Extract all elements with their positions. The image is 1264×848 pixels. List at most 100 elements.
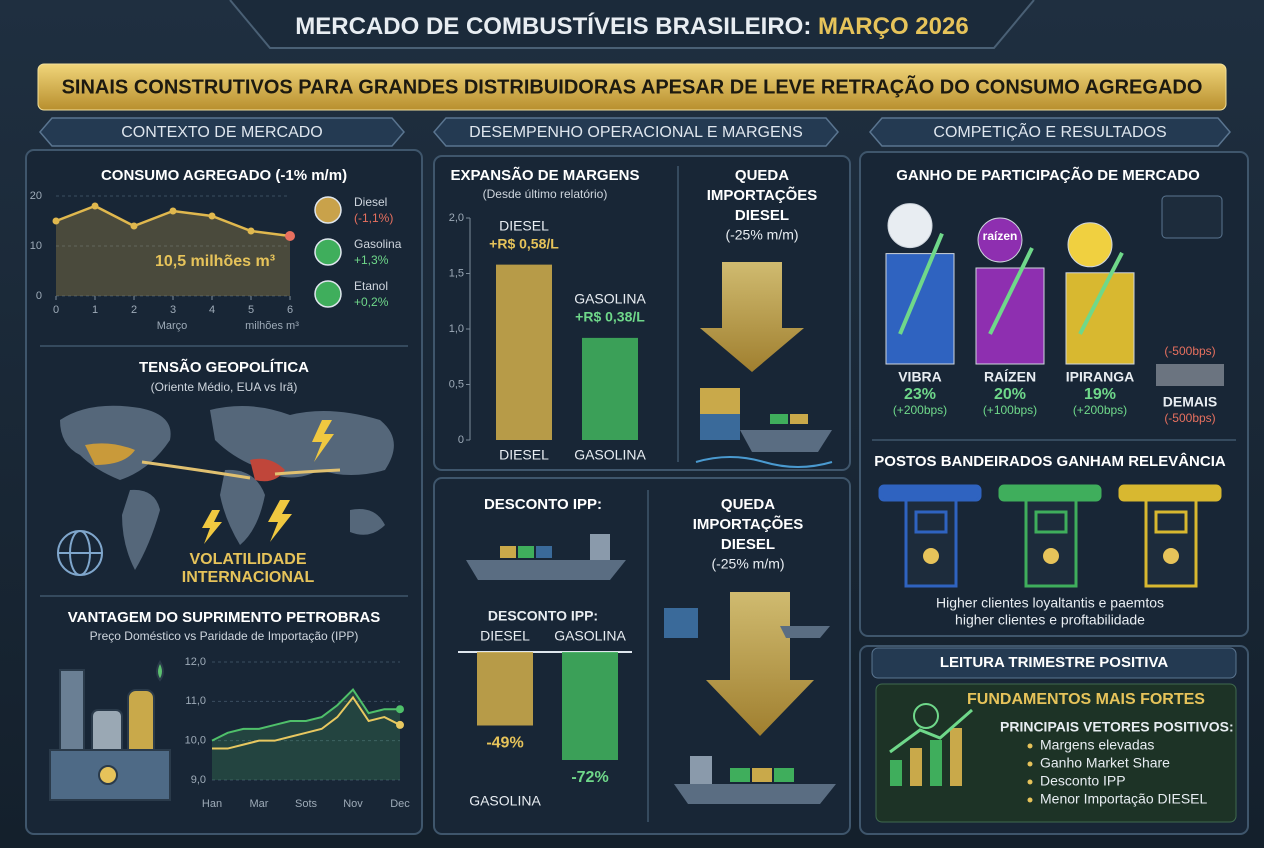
x-tick-label: Mar (250, 798, 269, 810)
x-tick-label: 5 (248, 304, 254, 316)
chart-title: CONSUMO AGREGADO (-1% m/m) (101, 167, 347, 184)
point (208, 212, 216, 220)
bullet (1027, 761, 1033, 767)
point (91, 202, 99, 210)
legend-change: +0,2% (354, 295, 389, 309)
category-label: DIESEL (480, 628, 530, 644)
import-subtitle: (-25% m/m) (711, 556, 784, 572)
end-point (396, 720, 404, 729)
y-tick-label: 0 (458, 434, 464, 446)
annotation-name: GASOLINA (574, 291, 646, 307)
annotation-value: +R$ 0,38/L (575, 309, 645, 325)
list-item: Desconto IPP (1040, 773, 1126, 789)
pump-icons (878, 484, 1222, 588)
value-label: 19% (1084, 386, 1116, 403)
import-title: IMPORTAÇÕES (693, 515, 804, 533)
refinery-icon (49, 660, 171, 801)
brand-name: VIBRA (898, 369, 942, 385)
section-subtitle: (Oriente Médio, EUA vs Irã) (151, 380, 298, 394)
brand-logo (977, 217, 1023, 263)
bar (496, 264, 552, 440)
import-title: IMPORTAÇÕES (707, 186, 818, 204)
column-header: DESEMPENHO OPERACIONAL E MARGENS (469, 124, 803, 141)
legend-icon (314, 196, 342, 224)
legend-icon (314, 238, 342, 266)
change-note: (-500bps) (1164, 344, 1215, 358)
y-tick-label: 10,0 (185, 735, 206, 747)
title-main: MERCADO DE COMBUSTÍVEIS BRASILEIRO: (295, 12, 811, 40)
x-tick-label: DIESEL (499, 447, 549, 463)
section-title: POSTOS BANDEIRADOS GANHAM RELEVÂNCIA (874, 452, 1226, 470)
negative-bar (1156, 364, 1224, 386)
x-tick-label: 2 (131, 304, 137, 316)
x-tick-label: 6 (287, 304, 293, 316)
y-tick-label: 1,5 (449, 267, 464, 279)
growth-icon (889, 703, 973, 786)
point (169, 207, 177, 215)
import-title: QUEDA (735, 167, 789, 184)
x-tick-label: GASOLINA (574, 447, 646, 463)
geo-label: VOLATILIDADE (189, 551, 306, 568)
column-header: CONTEXTO DE MERCADO (121, 124, 323, 141)
leitura-box (875, 683, 1237, 823)
dividers (40, 166, 1236, 822)
annotation: 10,5 milhões m³ (155, 253, 275, 270)
x-tick-label: Han (202, 798, 222, 810)
annotation-value: +R$ 0,58/L (489, 235, 559, 251)
brand-logo (887, 203, 933, 249)
y-tick-label: 0 (36, 290, 42, 302)
banner-frame (37, 63, 1227, 111)
x-tick-label: 4 (209, 304, 215, 316)
legend-name: Etanol (354, 279, 388, 293)
title-frame (229, 0, 1035, 49)
bar (582, 337, 638, 440)
section-title: FUNDAMENTOS MAIS FORTES (967, 691, 1205, 708)
y-tick-label: 9,0 (191, 774, 206, 786)
value-label: -49% (486, 735, 523, 752)
point (285, 231, 295, 241)
chart-icon (1161, 195, 1223, 239)
y-tick-label: 2,0 (449, 212, 464, 224)
unit-label: milhões m³ (245, 320, 299, 332)
geo-label: INTERNACIONAL (182, 569, 315, 586)
brand-name: RAÍZEN (984, 369, 1036, 385)
x-tick-label: Dec (390, 798, 410, 810)
brand-logo (1067, 222, 1113, 268)
bar (562, 652, 618, 760)
change-label: (+200bps) (893, 403, 947, 417)
x-tick-label: 3 (170, 304, 176, 316)
x-tick-label: 1 (92, 304, 98, 316)
y-tick-label: 1,0 (449, 323, 464, 335)
list-item: Margens elevadas (1040, 737, 1154, 753)
list-item: Ganho Market Share (1040, 755, 1170, 771)
section-header: LEITURA TRIMESTRE POSITIVA (940, 654, 1169, 671)
chart-title: GANHO DE PARTICIPAÇÃO DE MERCADO (896, 166, 1200, 184)
import-subtitle: (-25% m/m) (725, 227, 798, 243)
category-label: GASOLINA (554, 628, 626, 644)
column-tabs (39, 117, 1231, 147)
bar (1065, 272, 1135, 365)
line (212, 695, 401, 750)
x-axis-label: Março (157, 320, 188, 332)
page-title: MERCADO DE COMBUSTÍVEIS BRASILEIRO: MARÇ… (295, 12, 968, 40)
legend-name: Diesel (354, 195, 387, 209)
y-tick-label: 10 (30, 240, 42, 252)
y-tick-label: 0,5 (449, 378, 464, 390)
x-tick-label: Nov (343, 798, 363, 810)
brand-name: DEMAIS (1163, 394, 1217, 410)
change-label: (-500bps) (1164, 411, 1215, 425)
trend-arrow (1078, 251, 1124, 335)
brand-name: IPIRANGA (1066, 369, 1134, 385)
section-text: higher clientes e proftabilidade (955, 612, 1145, 628)
point (52, 217, 60, 225)
value-label: 20% (994, 386, 1026, 403)
bar (885, 253, 955, 365)
import-title: QUEDA (721, 496, 775, 513)
change-label: (+200bps) (1073, 403, 1127, 417)
y-tick-label: 20 (30, 190, 42, 202)
line (211, 687, 400, 742)
import-title: DIESEL (721, 536, 775, 553)
annotation-name: DIESEL (499, 217, 549, 233)
chart-title: DESCONTO IPP: (484, 496, 602, 513)
